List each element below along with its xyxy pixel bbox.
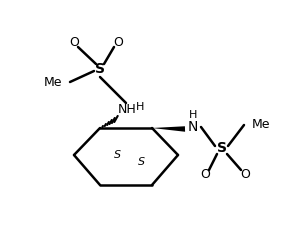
Text: NH: NH — [118, 102, 137, 115]
Text: S: S — [138, 157, 146, 167]
Text: Me: Me — [44, 76, 62, 88]
Text: O: O — [200, 169, 210, 182]
Text: S: S — [217, 141, 227, 155]
Text: O: O — [69, 36, 79, 49]
Text: O: O — [240, 169, 250, 182]
Text: H: H — [136, 102, 144, 112]
Text: N: N — [188, 120, 198, 134]
Text: S: S — [114, 150, 122, 160]
Polygon shape — [152, 126, 185, 132]
Text: H: H — [189, 110, 197, 120]
Text: S: S — [95, 62, 105, 76]
Text: O: O — [113, 36, 123, 49]
Text: Me: Me — [252, 118, 271, 132]
